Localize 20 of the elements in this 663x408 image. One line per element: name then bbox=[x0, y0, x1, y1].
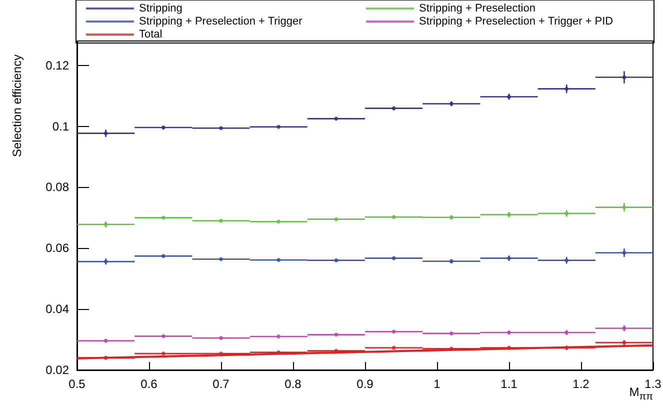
legend-label: Stripping bbox=[139, 2, 182, 14]
x-tick-label: 0.9 bbox=[356, 377, 374, 391]
legend-label: Stripping + Preselection + Trigger bbox=[139, 16, 303, 28]
x-tick-label: 0.8 bbox=[284, 377, 302, 391]
x-tick-label: 0.6 bbox=[140, 377, 158, 391]
y-tick-label: 0.12 bbox=[46, 58, 70, 72]
y-tick-label: 0.04 bbox=[46, 302, 70, 316]
y-tick-label: 0.1 bbox=[52, 119, 70, 134]
y-tick-label: 0.02 bbox=[46, 363, 70, 377]
legend-label: Stripping + Preselection + Trigger + PID bbox=[419, 16, 614, 28]
y-tick-label: 0.06 bbox=[46, 241, 70, 256]
y-axis-title: Selection efficiency bbox=[10, 54, 24, 157]
x-tick-label: 0.5 bbox=[68, 377, 86, 391]
legend-label: Total bbox=[139, 28, 162, 40]
x-tick-label: 0.7 bbox=[212, 377, 230, 391]
y-tick-label: 0.08 bbox=[46, 180, 70, 194]
legend-label: Stripping + Preselection bbox=[419, 2, 536, 14]
x-tick-label: 1.2 bbox=[572, 377, 590, 391]
x-tick-label: 1 bbox=[434, 377, 441, 391]
x-tick-label: 1.1 bbox=[500, 377, 518, 391]
